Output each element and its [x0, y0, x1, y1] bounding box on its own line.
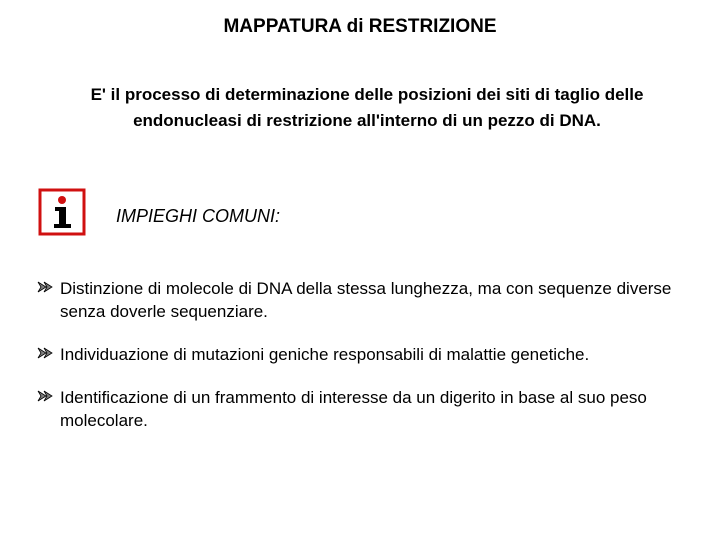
bullet-arrow-icon [32, 344, 60, 360]
bullet-arrow-icon [32, 278, 60, 294]
list-item: Distinzione di molecole di DNA della ste… [32, 278, 692, 324]
list-item: Individuazione di mutazioni geniche resp… [32, 344, 692, 367]
bullet-text: Distinzione di molecole di DNA della ste… [60, 278, 692, 324]
slide-title: MAPPATURA di RESTRIZIONE [0, 16, 720, 38]
bullet-text: Individuazione di mutazioni geniche resp… [60, 344, 692, 367]
slide: MAPPATURA di RESTRIZIONE E' il processo … [0, 0, 720, 540]
bullet-list: Distinzione di molecole di DNA della ste… [32, 278, 692, 453]
bullet-text: Identificazione di un frammento di inter… [60, 387, 692, 433]
definition-paragraph: E' il processo di determinazione delle p… [72, 82, 662, 133]
bullet-arrow-icon [32, 387, 60, 403]
list-item: Identificazione di un frammento di inter… [32, 387, 692, 433]
info-icon [38, 188, 86, 236]
section-heading: IMPIEGHI COMUNI: [116, 206, 280, 227]
